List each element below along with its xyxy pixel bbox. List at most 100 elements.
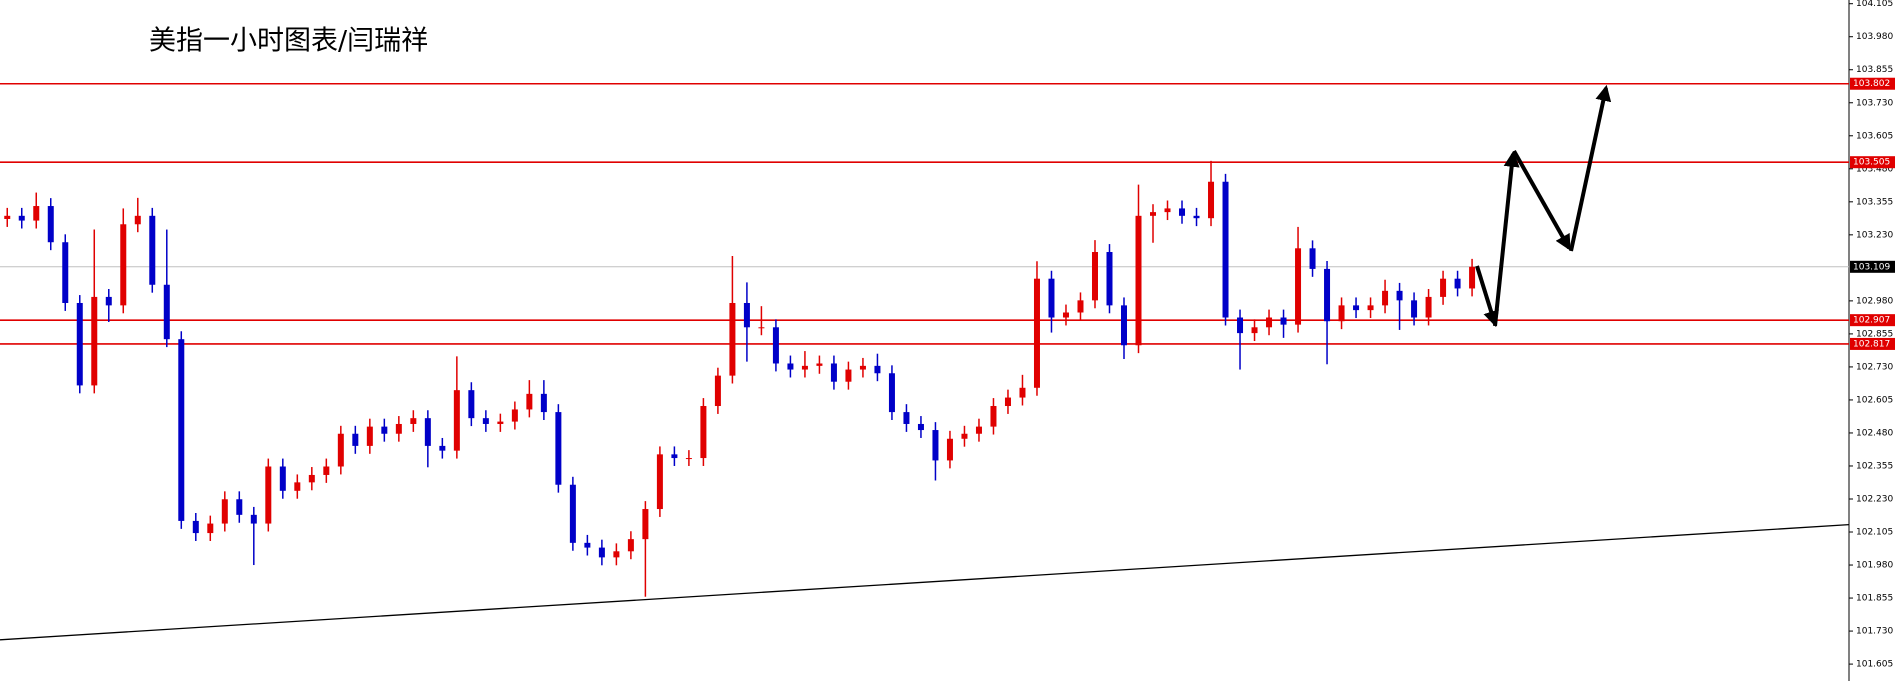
candle-body	[627, 539, 634, 552]
y-tick-label: 102.105	[1856, 528, 1893, 538]
candle-body	[961, 433, 968, 439]
level-label-bg	[1850, 156, 1895, 169]
candle-body	[642, 509, 649, 540]
candle-body	[352, 433, 359, 446]
candle-body	[874, 365, 881, 374]
candle-body	[816, 363, 823, 366]
candle-body	[613, 551, 620, 558]
level-label: 102.817	[1853, 339, 1890, 349]
candle-body	[395, 423, 402, 434]
candle-body	[946, 438, 953, 461]
candle-body	[1440, 278, 1447, 297]
arrow	[1512, 150, 1571, 251]
candle-body	[1309, 248, 1316, 269]
candle-body	[787, 363, 794, 370]
candle-body	[758, 327, 765, 329]
candle-body	[1222, 181, 1229, 318]
y-tick-label: 103.605	[1856, 131, 1893, 141]
forecast-arrows	[1475, 84, 1612, 328]
candle-body	[584, 542, 591, 548]
candle-body	[1193, 215, 1200, 219]
candle-body	[482, 418, 489, 424]
candle-body	[1280, 317, 1287, 325]
current-price-label: 103.109	[1853, 262, 1890, 272]
candle-body	[917, 423, 924, 431]
y-tick-label: 102.230	[1856, 494, 1893, 504]
candle-body	[250, 514, 257, 524]
candle-body	[192, 520, 199, 534]
candle-body	[932, 430, 939, 461]
y-tick-label: 103.855	[1856, 65, 1893, 75]
candle-body	[1135, 215, 1142, 346]
level-label: 103.802	[1853, 79, 1890, 89]
candle-body	[1019, 387, 1026, 398]
price-label-bg	[1850, 260, 1895, 273]
candle-body	[1106, 252, 1113, 306]
candle-body	[859, 365, 866, 370]
candle-body	[1454, 278, 1461, 289]
y-tick-label: 103.980	[1856, 32, 1893, 42]
candle-body	[76, 302, 83, 386]
candle-body	[439, 445, 446, 451]
candle-body	[308, 474, 315, 483]
y-tick-label: 101.980	[1856, 561, 1893, 571]
candle-body	[120, 224, 127, 306]
candle-body	[903, 412, 910, 424]
candle-body	[381, 426, 388, 434]
candle-body	[468, 390, 475, 419]
candle-body	[1382, 290, 1389, 306]
arrow	[1569, 84, 1612, 252]
trendline	[0, 523, 1850, 641]
candle-body	[47, 206, 54, 243]
candle-body	[656, 454, 663, 510]
candle-body	[1237, 317, 1244, 334]
candle-body	[1164, 208, 1171, 213]
candle-body	[1091, 252, 1098, 301]
candle-body	[1353, 305, 1360, 311]
y-tick-label: 102.605	[1856, 395, 1893, 405]
candle-body	[497, 421, 504, 424]
candle-body	[134, 215, 141, 225]
candle-body	[1425, 296, 1432, 318]
candle-body	[62, 242, 69, 303]
y-tick-label: 104.105	[1856, 0, 1893, 9]
candle-body	[1150, 212, 1157, 216]
candle-body	[337, 433, 344, 467]
level-label-bg	[1850, 77, 1895, 90]
candle-body	[888, 373, 895, 413]
y-tick-label: 101.730	[1856, 627, 1893, 637]
candle-body	[1367, 305, 1374, 311]
level-label-bg	[1850, 337, 1895, 350]
candle-body	[830, 363, 837, 382]
candle-body	[990, 406, 997, 427]
candle-body	[1033, 278, 1040, 388]
candle-body	[801, 365, 808, 370]
candle-body	[743, 302, 750, 328]
candle-body	[671, 454, 678, 459]
y-tick-label: 103.230	[1856, 230, 1893, 240]
y-tick-label: 102.980	[1856, 296, 1893, 306]
candle-body	[105, 296, 112, 306]
candle-body	[1179, 208, 1186, 216]
y-tick-label: 101.605	[1856, 660, 1893, 670]
candle-body	[1338, 305, 1345, 322]
candle-body	[163, 284, 170, 340]
candle-body	[207, 523, 214, 534]
y-tick-label: 103.730	[1856, 98, 1893, 108]
y-tick-label: 103.480	[1856, 164, 1893, 174]
candle-body	[1062, 312, 1069, 318]
candle-body	[1295, 248, 1302, 325]
candle-body	[1251, 327, 1258, 334]
y-tick-label: 102.730	[1856, 362, 1893, 372]
candle-body	[555, 412, 562, 485]
chart-title: 美指一小时图表/闫瑞祥	[149, 26, 428, 57]
candle-body	[453, 390, 460, 451]
candle-body	[772, 327, 779, 364]
candle-body	[700, 406, 707, 459]
level-label-bg	[1850, 314, 1895, 327]
candle-body	[236, 499, 243, 515]
candle-body	[526, 393, 533, 410]
